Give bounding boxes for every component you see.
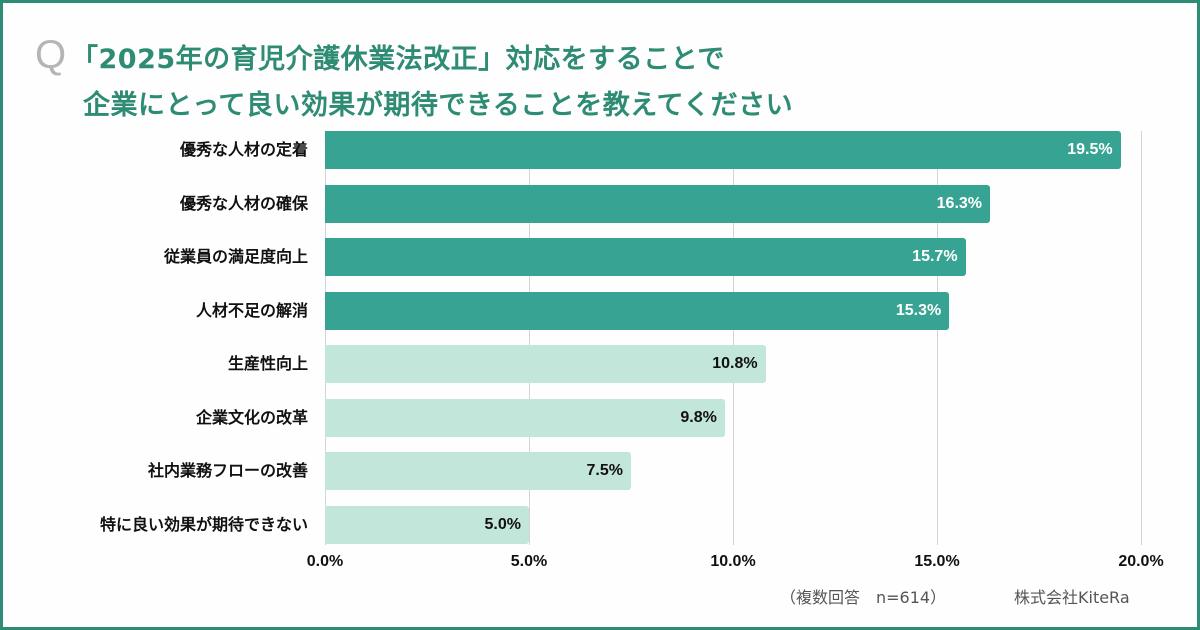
bar: 15.7% [325, 238, 966, 276]
chart-title: 「2025年の育児介護休業法改正」対応をすることで 企業にとって良い効果が期待で… [71, 37, 793, 129]
bar: 19.5% [325, 131, 1121, 169]
category-label: 社内業務フローの改善 [147, 461, 308, 480]
title-line-2: 企業にとって良い効果が期待できることを教えてください [83, 90, 794, 121]
gridline-5 [529, 131, 530, 545]
bar-value-label: 7.5% [586, 462, 623, 479]
category-label: 優秀な人材の定着 [179, 140, 308, 159]
bar: 5.0% [325, 506, 529, 544]
question-icon: Q [35, 33, 67, 77]
sample-note: （複数回答 n=614） [780, 588, 947, 607]
category-label: 人材不足の解消 [195, 301, 308, 320]
gridline-20 [1141, 131, 1142, 545]
gridline-15 [937, 131, 938, 545]
gridline-0 [325, 131, 326, 545]
bar: 9.8% [325, 399, 725, 437]
bar: 7.5% [325, 452, 631, 490]
gridline-10 [733, 131, 734, 545]
bar-value-label: 15.7% [912, 248, 958, 265]
category-label: 優秀な人材の確保 [179, 194, 308, 213]
category-label: 企業文化の改革 [195, 408, 308, 427]
bar-value-label: 16.3% [936, 195, 983, 212]
x-tick-label: 10.0% [710, 553, 756, 570]
bar-value-label: 9.8% [680, 409, 717, 426]
x-tick-label: 5.0% [510, 553, 548, 570]
bar: 16.3% [325, 185, 991, 223]
title-line-1: 「2025年の育児介護休業法改正」対応をすることで [71, 44, 725, 75]
bar: 15.3% [325, 292, 950, 330]
category-label: 従業員の満足度向上 [163, 247, 308, 266]
source-credit: 株式会社KiteRa [1014, 588, 1130, 607]
bar-value-label: 19.5% [1067, 141, 1113, 158]
x-tick-label: 0.0% [306, 553, 344, 570]
bar: 10.8% [325, 345, 766, 383]
category-label: 特に良い効果が期待できない [99, 515, 308, 534]
bar-value-label: 10.8% [712, 355, 758, 372]
x-tick-label: 20.0% [1118, 553, 1164, 570]
bar-value-label: 15.3% [895, 302, 942, 319]
bar-value-label: 5.0% [484, 516, 521, 533]
category-label: 生産性向上 [227, 354, 308, 373]
x-tick-label: 15.0% [914, 553, 960, 570]
